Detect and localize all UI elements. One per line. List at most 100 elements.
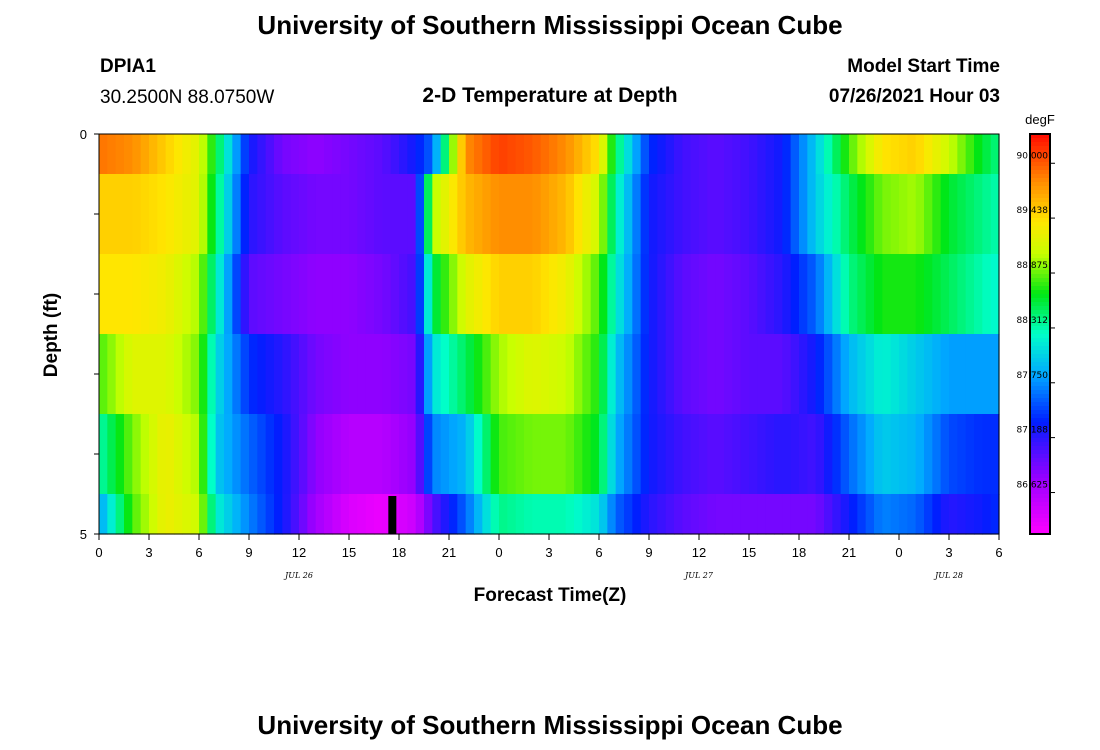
heatmap-cell: [990, 254, 1000, 335]
heatmap-cell: [915, 134, 925, 175]
heatmap-cell: [390, 134, 400, 175]
heatmap-cell: [590, 174, 600, 255]
colorbar-segment: [1030, 414, 1050, 419]
heatmap-cell: [907, 134, 917, 175]
heatmap-cell: [482, 494, 492, 535]
heatmap-cell: [765, 494, 775, 535]
colorbar-segment: [1030, 174, 1050, 179]
colorbar-tick-label: 87.750: [1017, 371, 1049, 381]
colorbar-segment: [1030, 350, 1050, 355]
heatmap-cell: [382, 494, 392, 535]
heatmap-cell: [540, 174, 550, 255]
colorbar-segment: [1030, 138, 1050, 143]
heatmap-cell: [165, 414, 175, 495]
heatmap-cell: [290, 254, 300, 335]
heatmap-cell: [215, 254, 225, 335]
heatmap-cell: [324, 174, 333, 255]
colorbar-segment: [1030, 214, 1050, 219]
heatmap-cell: [299, 254, 308, 335]
heatmap-cell: [540, 134, 550, 175]
heatmap-cell: [824, 254, 833, 335]
colorbar-segment: [1030, 358, 1050, 363]
heatmap-cell: [657, 334, 667, 415]
colorbar-segment: [1030, 406, 1050, 411]
heatmap-cell: [682, 254, 692, 335]
colorbar-segment: [1030, 374, 1050, 379]
heatmap-cell: [107, 254, 117, 335]
heatmap-cell: [407, 134, 417, 175]
heatmap-cell: [365, 494, 375, 535]
heatmap-cell: [849, 134, 858, 175]
colorbar-segment: [1030, 294, 1050, 299]
colorbar-segment: [1030, 390, 1050, 395]
heatmap-cell: [415, 254, 425, 335]
heatmap-cell: [207, 174, 217, 255]
heatmap-cell: [232, 174, 242, 255]
heatmap-cell: [199, 494, 208, 535]
heatmap-cell: [615, 494, 625, 535]
heatmap-cell: [574, 134, 583, 175]
colorbar-segment: [1030, 530, 1050, 535]
heatmap-cell: [440, 174, 450, 255]
heatmap-cell: [740, 134, 750, 175]
heatmap-cell: [740, 334, 750, 415]
heatmap-cell: [724, 414, 733, 495]
colorbar-segment: [1030, 158, 1050, 163]
heatmap-cell: [565, 494, 575, 535]
heatmap-cell: [582, 494, 592, 535]
heatmap-cell: [940, 414, 950, 495]
heatmap-cell: [574, 334, 583, 415]
heatmap-cell: [757, 254, 767, 335]
colorbar-tick-label: 88.312: [1017, 316, 1049, 326]
heatmap-cell: [474, 494, 483, 535]
heatmap-cell: [874, 254, 883, 335]
heatmap-cell: [549, 134, 558, 175]
colorbar-segment: [1030, 186, 1050, 191]
heatmap-cell: [207, 134, 217, 175]
heatmap-cell: [407, 174, 417, 255]
heatmap-cell: [557, 254, 567, 335]
colorbar-segment: [1030, 362, 1050, 367]
heatmap-cell: [465, 174, 475, 255]
heatmap-cell: [765, 174, 775, 255]
heatmap-cell: [574, 494, 583, 535]
heatmap-cell: [474, 414, 483, 495]
heatmap-cell: [590, 334, 600, 415]
heatmap-cell: [715, 134, 725, 175]
heatmap-cell: [640, 134, 650, 175]
heatmap-cell: [349, 174, 358, 255]
heatmap-cell: [799, 414, 808, 495]
heatmap-cell: [307, 414, 317, 495]
heatmap-cell: [615, 254, 625, 335]
heatmap-cell: [282, 494, 292, 535]
heatmap-cell: [249, 414, 258, 495]
heatmap-cell: [324, 254, 333, 335]
current-time-marker: [388, 496, 397, 534]
colorbar-segment: [1030, 142, 1050, 147]
heatmap-cell: [940, 334, 950, 415]
heatmap-cell: [374, 334, 383, 415]
heatmap-cell: [490, 134, 500, 175]
top-title: University of Southern Mississippi Ocean…: [257, 10, 843, 40]
heatmap-cell: [857, 174, 867, 255]
heatmap-cell: [474, 334, 483, 415]
colorbar-segment: [1030, 502, 1050, 507]
colorbar-segment: [1030, 470, 1050, 475]
heatmap-cell: [349, 494, 358, 535]
heatmap-cell: [649, 254, 658, 335]
colorbar-segment: [1030, 494, 1050, 499]
heatmap-cell: [624, 174, 633, 255]
heatmap-cell: [915, 334, 925, 415]
heatmap-cell: [974, 494, 983, 535]
date-label: JUL 27: [683, 571, 714, 580]
heatmap-cell: [665, 414, 675, 495]
heatmap-cell: [690, 414, 700, 495]
heatmap-cell: [607, 494, 617, 535]
heatmap-cell: [782, 414, 792, 495]
heatmap-cell: [507, 494, 517, 535]
heatmap-cell: [532, 414, 542, 495]
heatmap-cell: [690, 494, 700, 535]
heatmap-cell: [940, 494, 950, 535]
heatmap-cell: [874, 414, 883, 495]
heatmap-cell: [932, 254, 942, 335]
